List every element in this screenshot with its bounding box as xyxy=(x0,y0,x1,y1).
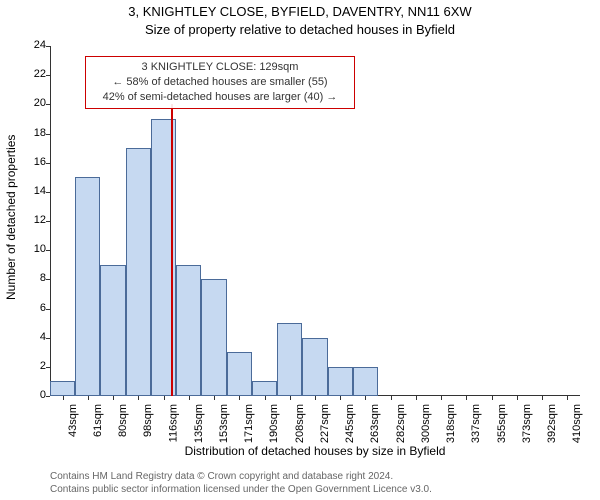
histogram-bar xyxy=(277,323,302,396)
x-tick-label: 318sqm xyxy=(445,404,457,443)
x-tick-mark xyxy=(138,396,139,400)
annotation-line2: ← 58% of detached houses are smaller (55… xyxy=(92,75,348,90)
y-tick-label: 16 xyxy=(20,156,46,168)
y-tick-mark xyxy=(46,250,50,251)
y-tick-mark xyxy=(46,338,50,339)
x-tick-mark xyxy=(391,396,392,400)
y-tick-label: 18 xyxy=(20,127,46,139)
y-tick-label: 12 xyxy=(20,214,46,226)
x-tick-mark xyxy=(290,396,291,400)
histogram-bar xyxy=(126,148,151,396)
x-tick-mark xyxy=(416,396,417,400)
x-tick-label: 300sqm xyxy=(420,404,432,443)
x-tick-label: 263sqm xyxy=(369,404,381,443)
x-tick-mark xyxy=(567,396,568,400)
x-tick-label: 190sqm xyxy=(269,404,281,443)
x-tick-mark xyxy=(63,396,64,400)
x-tick-label: 410sqm xyxy=(571,404,583,443)
x-tick-label: 61sqm xyxy=(92,404,104,437)
y-tick-mark xyxy=(46,279,50,280)
x-tick-label: 245sqm xyxy=(344,404,356,443)
footer-line1: Contains HM Land Registry data © Crown c… xyxy=(50,471,432,484)
x-tick-mark xyxy=(315,396,316,400)
y-tick-label: 14 xyxy=(20,185,46,197)
x-tick-mark xyxy=(164,396,165,400)
x-tick-mark xyxy=(239,396,240,400)
x-tick-label: 116sqm xyxy=(168,404,180,442)
title-main: 3, KNIGHTLEY CLOSE, BYFIELD, DAVENTRY, N… xyxy=(0,4,600,19)
x-tick-label: 171sqm xyxy=(243,404,255,443)
x-tick-mark xyxy=(340,396,341,400)
histogram-bar xyxy=(100,265,125,396)
y-tick-label: 2 xyxy=(20,360,46,372)
y-tick-label: 4 xyxy=(20,331,46,343)
x-tick-mark xyxy=(113,396,114,400)
x-tick-label: 43sqm xyxy=(67,404,79,437)
histogram-bar xyxy=(252,381,277,396)
y-tick-mark xyxy=(46,134,50,135)
histogram-bar xyxy=(201,279,226,396)
x-tick-label: 373sqm xyxy=(521,404,533,443)
histogram-bar xyxy=(302,338,327,396)
y-tick-mark xyxy=(46,367,50,368)
x-tick-mark xyxy=(542,396,543,400)
x-tick-label: 227sqm xyxy=(319,404,331,443)
y-axis-label: Number of detached properties xyxy=(4,135,18,300)
y-tick-label: 24 xyxy=(20,39,46,51)
y-tick-label: 22 xyxy=(20,68,46,80)
x-tick-label: 337sqm xyxy=(470,404,482,443)
y-tick-label: 6 xyxy=(20,302,46,314)
y-tick-label: 0 xyxy=(20,389,46,401)
title-sub: Size of property relative to detached ho… xyxy=(0,22,600,37)
x-tick-mark xyxy=(265,396,266,400)
x-tick-label: 282sqm xyxy=(395,404,407,443)
x-tick-label: 392sqm xyxy=(546,404,558,443)
annotation-box: 3 KNIGHTLEY CLOSE: 129sqm ← 58% of detac… xyxy=(85,56,355,109)
histogram-bar xyxy=(50,381,75,396)
y-tick-label: 10 xyxy=(20,243,46,255)
x-tick-label: 153sqm xyxy=(218,404,230,443)
x-tick-label: 208sqm xyxy=(294,404,306,443)
x-tick-mark xyxy=(88,396,89,400)
annotation-line1: 3 KNIGHTLEY CLOSE: 129sqm xyxy=(92,60,348,75)
annotation-line3: 42% of semi-detached houses are larger (… xyxy=(92,90,348,105)
footer-attribution: Contains HM Land Registry data © Crown c… xyxy=(50,471,432,496)
y-axis-line xyxy=(50,46,51,396)
x-tick-mark xyxy=(441,396,442,400)
y-tick-mark xyxy=(46,192,50,193)
footer-line2: Contains public sector information licen… xyxy=(50,484,432,497)
y-tick-mark xyxy=(46,163,50,164)
histogram-bar xyxy=(75,177,100,396)
x-tick-mark xyxy=(365,396,366,400)
x-tick-mark xyxy=(189,396,190,400)
y-tick-mark xyxy=(46,75,50,76)
x-tick-mark xyxy=(466,396,467,400)
x-axis-label: Distribution of detached houses by size … xyxy=(50,444,580,458)
y-tick-mark xyxy=(46,46,50,47)
histogram-bar xyxy=(176,265,201,396)
x-tick-mark xyxy=(517,396,518,400)
y-tick-mark xyxy=(46,221,50,222)
y-tick-label: 8 xyxy=(20,272,46,284)
plot-area: 024681012141618202224 43sqm61sqm80sqm98s… xyxy=(50,46,580,396)
chart-container: 3, KNIGHTLEY CLOSE, BYFIELD, DAVENTRY, N… xyxy=(0,0,600,500)
x-tick-label: 98sqm xyxy=(142,404,154,437)
y-tick-mark xyxy=(46,309,50,310)
x-tick-label: 135sqm xyxy=(193,404,205,443)
y-tick-mark xyxy=(46,396,50,397)
x-tick-label: 355sqm xyxy=(496,404,508,443)
x-tick-mark xyxy=(492,396,493,400)
y-tick-label: 20 xyxy=(20,97,46,109)
histogram-bar xyxy=(328,367,353,396)
marker-line xyxy=(171,104,173,396)
y-tick-mark xyxy=(46,104,50,105)
histogram-bar xyxy=(227,352,252,396)
x-tick-label: 80sqm xyxy=(117,404,129,437)
histogram-bar xyxy=(353,367,378,396)
x-tick-mark xyxy=(214,396,215,400)
